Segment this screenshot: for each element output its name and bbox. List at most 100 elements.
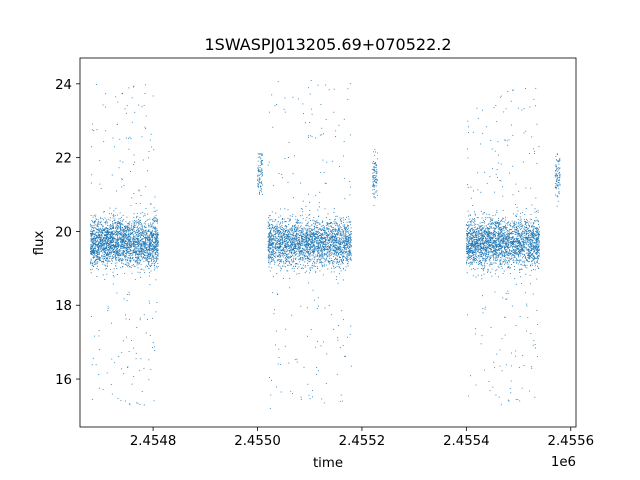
data-point: [308, 227, 310, 229]
data-point: [289, 261, 291, 263]
data-point: [309, 122, 311, 123]
data-point: [333, 249, 335, 251]
data-point: [95, 237, 97, 239]
data-point: [307, 249, 309, 251]
data-point: [126, 112, 127, 114]
data-point: [306, 251, 307, 252]
data-point: [114, 252, 116, 254]
data-point: [322, 243, 324, 245]
data-point: [285, 251, 287, 253]
data-point: [116, 232, 118, 234]
data-point: [304, 261, 306, 263]
data-point: [317, 236, 319, 237]
data-point: [100, 260, 101, 261]
data-point: [142, 257, 144, 258]
data-point: [110, 246, 111, 248]
data-point: [294, 246, 296, 248]
data-point: [284, 226, 286, 227]
data-point: [130, 238, 132, 240]
data-point: [290, 244, 292, 246]
data-point: [289, 219, 291, 220]
data-point: [309, 244, 311, 245]
data-point: [100, 251, 102, 253]
data-point: [136, 253, 137, 255]
data-point: [100, 235, 102, 237]
data-point: [120, 223, 122, 225]
data-point: [291, 243, 293, 245]
data-point: [269, 270, 271, 272]
data-point: [332, 250, 334, 252]
data-point: [144, 254, 146, 256]
data-point: [155, 231, 157, 233]
data-point: [99, 160, 101, 161]
data-point: [144, 126, 146, 128]
data-point: [134, 238, 136, 240]
data-point: [110, 249, 112, 251]
data-point: [126, 251, 128, 253]
data-point: [144, 250, 146, 252]
data-point: [270, 232, 272, 234]
data-point: [126, 336, 127, 338]
data-point: [140, 248, 142, 250]
data-point: [94, 253, 96, 255]
data-point: [134, 245, 136, 247]
data-point: [322, 262, 324, 263]
data-point: [276, 242, 278, 244]
data-point: [90, 249, 92, 250]
data-point: [110, 226, 112, 227]
data-point: [280, 231, 282, 233]
data-point: [347, 243, 349, 245]
data-point: [150, 226, 152, 228]
data-point: [297, 242, 299, 244]
data-point: [277, 256, 278, 258]
data-point: [326, 353, 328, 355]
data-point: [257, 183, 259, 185]
data-point: [154, 196, 156, 198]
data-point: [269, 407, 271, 409]
data-point: [349, 232, 351, 234]
data-point: [349, 240, 351, 242]
data-point: [325, 239, 327, 240]
data-point: [144, 227, 146, 229]
data-point: [94, 233, 95, 235]
data-point: [342, 256, 344, 258]
data-point: [268, 259, 270, 261]
data-point: [347, 239, 349, 241]
data-point: [300, 225, 302, 227]
data-point: [271, 267, 273, 269]
data-point: [141, 229, 143, 231]
data-point: [350, 227, 352, 229]
data-point: [141, 248, 143, 250]
data-point: [90, 258, 92, 260]
data-point: [348, 237, 350, 239]
data-point: [300, 396, 302, 398]
data-point: [308, 253, 310, 255]
data-point: [92, 257, 94, 259]
data-point: [285, 225, 286, 226]
data-point: [99, 229, 101, 231]
data-point: [304, 233, 306, 235]
data-point: [338, 241, 339, 243]
data-point: [106, 260, 108, 262]
data-point: [155, 243, 156, 245]
data-point: [349, 134, 351, 136]
data-point: [93, 240, 95, 242]
data-point: [292, 239, 294, 241]
data-point: [269, 218, 271, 220]
data-point: [339, 227, 341, 229]
data-point: [127, 227, 129, 228]
data-point: [129, 244, 130, 246]
data-point: [126, 264, 128, 266]
data-point: [280, 250, 282, 252]
data-point: [116, 240, 118, 242]
data-point: [152, 242, 154, 244]
data-point: [130, 227, 132, 229]
data-point: [272, 239, 274, 241]
data-point: [128, 148, 130, 150]
data-point: [152, 256, 154, 257]
data-point: [144, 234, 145, 236]
data-point: [297, 263, 299, 265]
data-point: [105, 248, 107, 249]
data-point: [137, 271, 139, 273]
data-point: [272, 239, 274, 241]
